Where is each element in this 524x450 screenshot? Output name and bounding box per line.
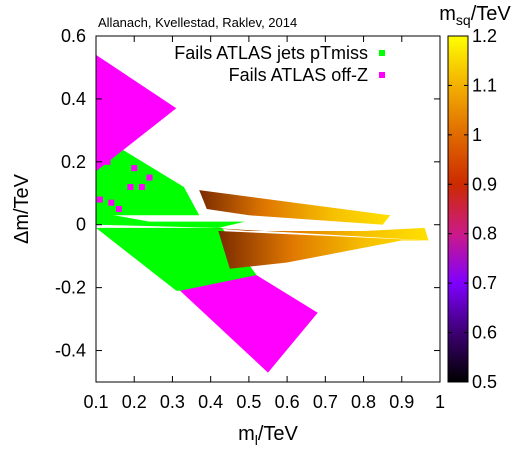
x-tick-label: 0.3 xyxy=(160,392,185,412)
color-tick-label: 0.9 xyxy=(472,174,497,194)
series-1-point-0 xyxy=(104,158,111,165)
x-tick-label: 0.1 xyxy=(83,392,108,412)
series-1-point-6 xyxy=(115,206,122,212)
series-1-point-1 xyxy=(131,165,138,172)
color-tick-label: 1.1 xyxy=(472,75,497,95)
color-tick-label: 1 xyxy=(472,125,482,145)
x-tick-label: 0.8 xyxy=(351,392,376,412)
x-tick-label: 0.4 xyxy=(198,392,223,412)
legend-swatch-off-z xyxy=(379,72,385,78)
color-scale-ticks: 0.5 0.6 0.7 0.8 0.9 1 1.1 1.2 xyxy=(448,26,497,392)
msq-region-0 xyxy=(199,190,391,225)
color-scale-label: msq/TeV xyxy=(439,3,511,28)
color-scale-bar: 0.5 0.6 0.7 0.8 0.9 1 1.1 1.2 msq/TeV xyxy=(439,3,511,392)
series-0-region-0 xyxy=(96,133,200,216)
msq-region-1 xyxy=(210,227,429,241)
color-tick-label: 1.2 xyxy=(472,26,497,46)
color-tick-label: 0.5 xyxy=(472,372,497,392)
x-tick-label: 0.9 xyxy=(389,392,414,412)
x-tick-label: 0.2 xyxy=(122,392,147,412)
color-tick-label: 0.7 xyxy=(472,273,497,293)
y-tick-label: 0.4 xyxy=(61,89,86,109)
chart-credit: Allanach, Kvellestad, Raklev, 2014 xyxy=(98,15,297,30)
series-1-point-7 xyxy=(96,196,103,203)
series-1-point-4 xyxy=(108,199,115,206)
plot-area xyxy=(96,54,429,373)
x-tick-label: 1 xyxy=(435,392,445,412)
series-1-region-1 xyxy=(180,275,318,373)
x-axis-ticks: 0.1 0.2 0.3 0.4 0.5 0.6 0.7 0.8 0.9 1 xyxy=(83,36,445,412)
color-tick-label: 0.6 xyxy=(472,323,497,343)
color-tick-label: 0.8 xyxy=(472,224,497,244)
msq-region-2 xyxy=(218,231,429,269)
x-tick-label: 0.6 xyxy=(275,392,300,412)
series-1-point-3 xyxy=(138,183,145,190)
y-axis-label: Δm/TeV xyxy=(11,173,33,244)
series-1-region-0 xyxy=(96,54,177,172)
series-0-region-2 xyxy=(96,227,257,291)
series-1-point-5 xyxy=(127,183,134,190)
y-tick-label: 0.2 xyxy=(61,152,86,172)
y-tick-label: 0.6 xyxy=(61,26,86,46)
x-tick-label: 0.5 xyxy=(236,392,261,412)
y-tick-label: -0.2 xyxy=(55,278,86,298)
legend-label-off-z: Fails ATLAS off-Z xyxy=(229,65,368,85)
x-axis-label: ml/TeV xyxy=(238,423,298,448)
y-axis-ticks: -0.4 -0.2 0 0.2 0.4 0.6 xyxy=(55,26,440,361)
legend-label-jets-ptmiss: Fails ATLAS jets pTmiss xyxy=(174,43,368,63)
y-tick-label: 0 xyxy=(76,215,86,235)
y-tick-label: -0.4 xyxy=(55,341,86,361)
legend-swatch-jets-ptmiss xyxy=(379,50,385,56)
series-1-point-2 xyxy=(146,174,153,181)
series-0-region-1 xyxy=(96,212,246,228)
legend: Fails ATLAS jets pTmiss Fails ATLAS off-… xyxy=(174,43,385,85)
color-scale-gradient xyxy=(447,35,469,383)
x-tick-label: 0.7 xyxy=(313,392,338,412)
plot-frame xyxy=(95,35,441,383)
